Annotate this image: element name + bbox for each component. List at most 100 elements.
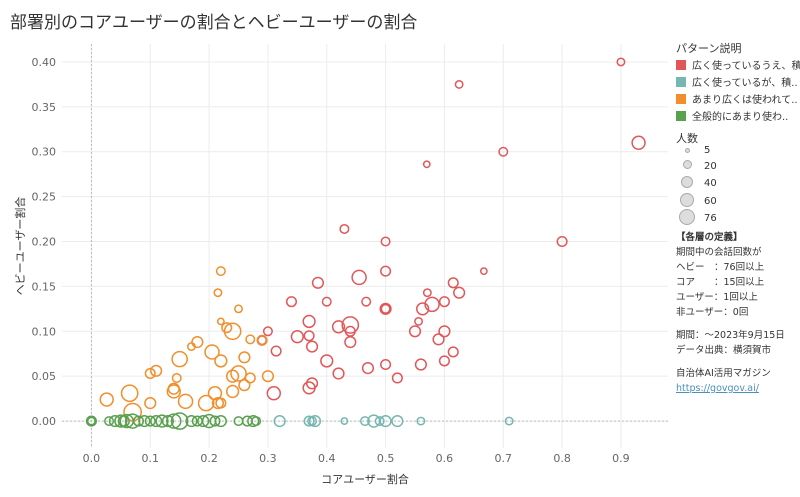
data-point — [209, 415, 221, 427]
data-point — [138, 414, 151, 428]
data-point — [285, 296, 298, 308]
data-point — [207, 386, 223, 401]
brand-link[interactable]: https://govgov.ai/ — [676, 383, 759, 394]
data-point — [213, 288, 223, 298]
data-point — [556, 235, 568, 248]
data-point — [238, 379, 251, 392]
legend-item[interactable]: あまり広くは使われて.. — [676, 91, 798, 106]
y-tick-label: 0.35 — [32, 101, 57, 114]
data-point — [379, 302, 392, 315]
data-point — [498, 146, 509, 157]
data-point — [215, 266, 226, 277]
x-tick-label: 0.1 — [142, 452, 160, 465]
data-point — [170, 412, 189, 430]
size-legend-item: 76 — [676, 209, 717, 228]
data-point — [447, 346, 459, 358]
data-point — [256, 334, 268, 346]
data-point — [234, 304, 243, 314]
y-tick-label: 0.15 — [32, 280, 57, 293]
legend-swatch-orange — [676, 93, 686, 104]
data-point — [197, 394, 215, 412]
data-point — [261, 370, 275, 383]
y-tick-label: 0.30 — [32, 146, 57, 159]
y-tick-label: 0.40 — [32, 56, 57, 69]
data-point — [361, 296, 372, 307]
data-point — [99, 392, 114, 407]
data-point — [380, 236, 391, 247]
data-point — [177, 393, 194, 410]
data-point — [391, 414, 404, 428]
definition-line: ユーザー：1回以上 — [676, 292, 758, 303]
legend-label: 広く使っているうえ、積.. — [692, 61, 800, 72]
data-point — [341, 316, 360, 334]
data-point — [166, 413, 182, 429]
definition-line: 非ユーザー：0回 — [676, 307, 749, 318]
data-point — [454, 79, 464, 89]
data-point — [161, 414, 175, 428]
data-point — [191, 335, 204, 349]
x-tick-label: 0.3 — [259, 452, 277, 465]
x-tick-label: 0.6 — [436, 452, 454, 465]
y-tick-label: 0.25 — [32, 191, 57, 204]
x-tick-label: 0.2 — [200, 452, 218, 465]
data-point — [321, 296, 332, 307]
legend-item[interactable]: 広く使っているうえ、積.. — [676, 57, 800, 72]
period-text: 期間：～2023年9月15日 — [676, 330, 785, 341]
data-point — [211, 397, 225, 410]
data-point — [616, 57, 626, 67]
legend-item[interactable]: 全般的にあまり使わ.. — [676, 108, 788, 123]
data-point — [380, 303, 391, 314]
data-point — [416, 302, 430, 316]
data-point — [251, 416, 262, 427]
data-point — [185, 414, 198, 428]
data-point — [171, 350, 188, 368]
data-point — [351, 269, 367, 286]
legend-swatch-red — [676, 59, 686, 70]
y-tick-label: 0.10 — [32, 325, 57, 338]
data-point — [416, 416, 426, 426]
data-point — [221, 322, 233, 334]
data-point — [424, 296, 440, 313]
data-point — [225, 369, 240, 383]
data-point — [408, 325, 422, 338]
legend-item[interactable]: 広く使っているが、積.. — [676, 74, 798, 89]
size-legend-item: 5 — [676, 145, 710, 156]
data-point — [262, 326, 273, 337]
data-point — [104, 416, 115, 427]
data-point — [340, 417, 349, 425]
data-point — [197, 414, 210, 428]
data-point — [479, 267, 488, 276]
data-point — [438, 325, 451, 338]
data-point — [344, 335, 357, 349]
data-point — [453, 286, 466, 299]
data-point — [374, 416, 385, 427]
data-point — [214, 414, 227, 428]
y-tick-label: 0.05 — [32, 370, 57, 383]
x-tick-label: 0.0 — [83, 452, 101, 465]
data-point — [214, 354, 228, 368]
legend-label: 全般的にあまり使わ.. — [692, 112, 789, 123]
data-point — [245, 334, 256, 345]
data-point — [132, 415, 145, 427]
data-point — [290, 330, 304, 344]
data-point — [302, 314, 316, 329]
data-point — [85, 415, 97, 427]
size-legend-item: 20 — [676, 160, 717, 172]
data-point — [86, 416, 96, 426]
data-point — [215, 397, 227, 409]
size-legend-title: 人数 — [676, 132, 698, 145]
data-point — [273, 414, 286, 428]
x-tick-label: 0.9 — [612, 452, 630, 465]
data-point — [247, 414, 260, 428]
data-point — [504, 416, 514, 426]
definitions-heading: 【各層の定義】 — [676, 232, 743, 243]
data-point — [438, 355, 450, 367]
data-point — [432, 333, 445, 346]
y-tick-label: 0.20 — [32, 236, 57, 249]
x-tick-label: 0.4 — [318, 452, 336, 465]
legend-swatch-teal — [676, 76, 686, 87]
data-point — [308, 414, 322, 428]
data-point — [303, 330, 315, 342]
data-point — [266, 386, 282, 401]
data-point — [150, 414, 163, 428]
